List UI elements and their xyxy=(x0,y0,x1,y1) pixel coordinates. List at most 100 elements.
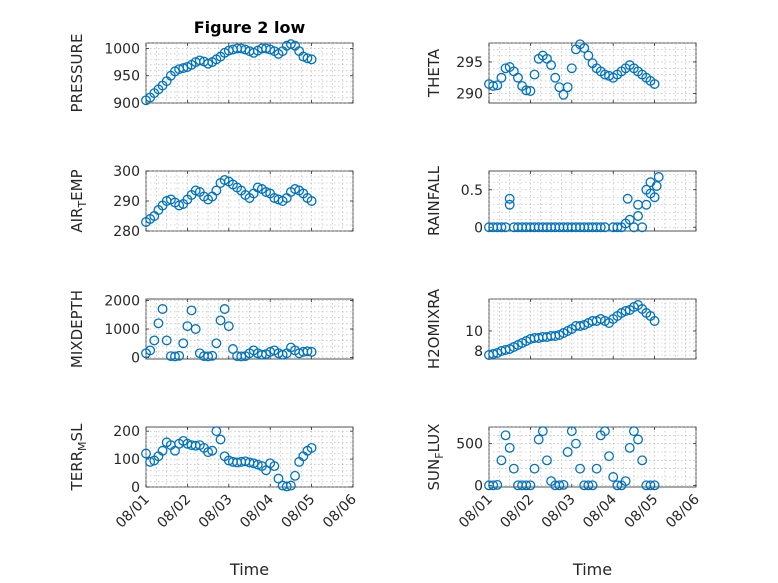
y-axis-label: TERRMSL xyxy=(68,423,89,492)
data-point xyxy=(190,324,201,334)
data-point xyxy=(306,54,317,65)
data-point xyxy=(496,222,507,233)
data-point xyxy=(170,351,180,362)
y-tick-label: 8 xyxy=(474,344,483,360)
data-point xyxy=(145,456,156,467)
data-point xyxy=(575,463,586,474)
data-point xyxy=(496,455,507,466)
data-point xyxy=(504,193,515,204)
y-tick-label: 300 xyxy=(113,164,140,180)
data-point xyxy=(649,79,660,90)
data-point xyxy=(504,442,515,453)
y-tick-label: 0 xyxy=(131,480,140,496)
data-point xyxy=(149,335,160,346)
data-point xyxy=(649,316,660,326)
data-point xyxy=(306,442,317,453)
subplot-4: 0 0.5 RAINFALL xyxy=(425,165,697,236)
subplot-1: 900 950 1000 PRESSURE Figure 2 low xyxy=(68,18,354,113)
data-point xyxy=(153,318,164,329)
data-point xyxy=(566,426,577,437)
data-point xyxy=(157,445,168,456)
data-point xyxy=(178,63,189,74)
data-point xyxy=(281,481,292,492)
data-point xyxy=(599,426,610,437)
data-point xyxy=(174,200,185,211)
data-point xyxy=(620,306,631,316)
data-point xyxy=(252,459,263,470)
data-point xyxy=(488,349,499,359)
data-point xyxy=(161,335,172,346)
data-point xyxy=(141,448,151,459)
data-point xyxy=(269,461,280,472)
x-axis-label: Time xyxy=(229,560,269,579)
data-point xyxy=(645,480,656,491)
data-point xyxy=(562,82,573,93)
x-axis-label: Time xyxy=(572,560,612,579)
data-point xyxy=(591,463,602,474)
data-point xyxy=(542,455,552,466)
data-point xyxy=(624,214,635,225)
data-point xyxy=(500,63,511,74)
data-point xyxy=(178,338,189,349)
y-axis-label: AIRTEMP xyxy=(68,169,89,232)
data-point xyxy=(649,192,660,203)
data-point xyxy=(529,69,540,80)
data-point xyxy=(302,346,313,357)
data-point xyxy=(227,344,238,354)
data-point xyxy=(223,321,234,332)
data-point xyxy=(190,185,201,196)
data-point xyxy=(651,181,662,191)
y-tick-label: 290 xyxy=(456,87,483,103)
data-point xyxy=(521,480,532,491)
data-point xyxy=(285,480,296,491)
y-axis-label: THETA xyxy=(425,48,443,98)
data-point xyxy=(649,480,660,491)
data-point xyxy=(203,447,214,458)
data-point xyxy=(492,479,503,490)
data-point xyxy=(533,434,544,445)
y-tick-label: 1000 xyxy=(104,322,140,338)
y-axis-label: RAINFALL xyxy=(425,165,443,236)
y-axis-label: PRESSURE xyxy=(68,34,86,113)
data-point xyxy=(529,463,540,474)
data-point xyxy=(546,60,557,71)
y-tick-label: 900 xyxy=(113,96,140,112)
data-point xyxy=(628,426,639,437)
data-point xyxy=(637,222,648,233)
data-point xyxy=(595,222,606,233)
y-tick-label: 0 xyxy=(131,351,140,367)
data-point xyxy=(500,430,511,441)
data-point xyxy=(558,479,569,490)
data-point xyxy=(277,349,288,360)
data-point xyxy=(641,199,652,210)
y-tick-label: 200 xyxy=(113,424,140,440)
data-point xyxy=(145,345,156,356)
data-point xyxy=(562,447,573,457)
data-point xyxy=(653,172,664,182)
data-point xyxy=(624,442,635,453)
data-point xyxy=(554,480,565,491)
data-point xyxy=(236,351,247,362)
data-point xyxy=(633,211,643,221)
data-point xyxy=(261,187,272,197)
data-point xyxy=(508,463,519,474)
data-point xyxy=(612,222,623,233)
y-tick-label: 100 xyxy=(113,452,140,468)
data-point xyxy=(215,315,226,326)
subplot-6: 8 10 H2OMIXRA xyxy=(425,288,697,369)
data-point xyxy=(599,69,610,80)
y-tick-label: 10 xyxy=(465,324,483,340)
y-tick-label: 1000 xyxy=(104,41,140,57)
data-point xyxy=(211,185,222,196)
y-axis-label: MIXDEPTH xyxy=(68,290,86,368)
data-point xyxy=(302,53,313,64)
data-point xyxy=(306,196,317,206)
data-point xyxy=(252,182,263,193)
y-tick-label: 295 xyxy=(456,55,483,71)
data-point xyxy=(579,43,590,54)
y-tick-label: 0.5 xyxy=(461,183,483,199)
y-tick-label: 500 xyxy=(456,437,483,453)
data-point xyxy=(219,175,230,185)
data-point xyxy=(269,193,280,203)
data-point xyxy=(290,184,300,194)
